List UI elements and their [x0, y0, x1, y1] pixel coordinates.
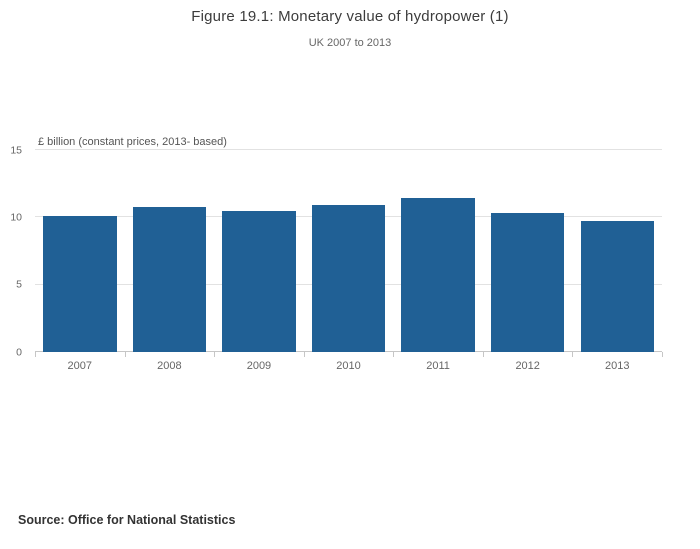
- x-axis-ticks: [35, 352, 663, 357]
- bar-2008: [132, 207, 207, 352]
- bar-slot-2011: [393, 150, 483, 352]
- y-axis-unit-label: £ billion (constant prices, 2013- based): [38, 136, 227, 148]
- y-tick-label-5: 5: [16, 278, 22, 291]
- bar-2011: [401, 197, 475, 352]
- x-axis-labels-row: 2007 2008 2009 2010 2011 2012 2013: [35, 360, 662, 372]
- x-tick-label-2012: 2012: [515, 360, 540, 372]
- y-tick-label-10: 10: [10, 211, 22, 224]
- x-axis-tick: [572, 352, 574, 357]
- y-tick-label-0: 0: [16, 345, 22, 358]
- source-text: Source: Office for National Statistics: [18, 513, 236, 527]
- x-tick-label-2010: 2010: [336, 360, 361, 372]
- plot-area: [35, 149, 662, 352]
- x-tick-label-2011: 2011: [426, 360, 450, 372]
- bar-2009: [222, 211, 296, 352]
- x-axis-tick: [393, 352, 395, 357]
- y-axis-tick-labels: 0 5 10 15: [0, 145, 26, 357]
- bar-slot-2009: [214, 150, 304, 352]
- bar-2012: [490, 212, 565, 352]
- x-tick-label-2008: 2008: [157, 360, 182, 372]
- chart-subtitle: UK 2007 to 2013: [308, 37, 392, 49]
- gridline-15: [35, 149, 662, 150]
- chart-title: Figure 19.1: Monetary value of hydropowe…: [191, 8, 509, 25]
- bar-slot-2007: [35, 150, 125, 352]
- bar-2013: [580, 221, 654, 352]
- bar-slot-2008: [125, 150, 215, 352]
- bar-slot-2013: [572, 150, 662, 352]
- x-axis-tick: [303, 352, 305, 357]
- y-tick-label-15: 15: [10, 143, 22, 156]
- bar-2007: [43, 216, 117, 352]
- x-tick-label-2009: 2009: [246, 360, 272, 372]
- bars-row: [35, 150, 662, 352]
- x-axis-tick: [482, 352, 484, 357]
- x-tick-label-2013: 2013: [605, 360, 630, 372]
- x-axis-tick: [214, 352, 216, 357]
- x-axis-tick: [35, 352, 36, 357]
- x-tick-label-2007: 2007: [67, 360, 93, 372]
- bar-2010: [311, 205, 386, 352]
- x-axis-tick: [124, 352, 126, 357]
- x-axis-tick: [662, 352, 663, 357]
- bar-slot-2010: [304, 150, 394, 352]
- bar-slot-2012: [483, 150, 573, 352]
